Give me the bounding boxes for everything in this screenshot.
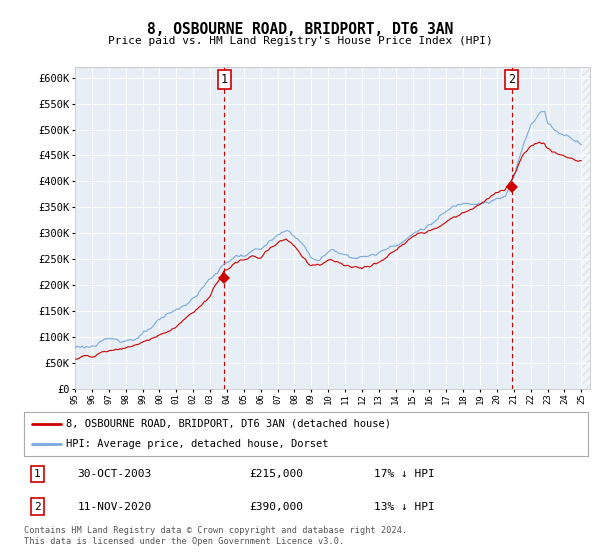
Text: 30-OCT-2003: 30-OCT-2003 [77,469,152,479]
Text: HPI: Average price, detached house, Dorset: HPI: Average price, detached house, Dors… [66,439,329,449]
Text: Price paid vs. HM Land Registry's House Price Index (HPI): Price paid vs. HM Land Registry's House … [107,36,493,46]
Text: £390,000: £390,000 [250,502,304,511]
Text: 2: 2 [508,73,515,86]
Text: Contains HM Land Registry data © Crown copyright and database right 2024.
This d: Contains HM Land Registry data © Crown c… [24,526,407,546]
Text: 17% ↓ HPI: 17% ↓ HPI [374,469,434,479]
Text: 11-NOV-2020: 11-NOV-2020 [77,502,152,511]
Text: £215,000: £215,000 [250,469,304,479]
Text: 8, OSBOURNE ROAD, BRIDPORT, DT6 3AN: 8, OSBOURNE ROAD, BRIDPORT, DT6 3AN [147,22,453,38]
Text: 8, OSBOURNE ROAD, BRIDPORT, DT6 3AN (detached house): 8, OSBOURNE ROAD, BRIDPORT, DT6 3AN (det… [66,419,391,429]
Text: 1: 1 [34,469,41,479]
Text: 1: 1 [220,73,227,86]
Text: 13% ↓ HPI: 13% ↓ HPI [374,502,434,511]
Text: 2: 2 [34,502,41,511]
